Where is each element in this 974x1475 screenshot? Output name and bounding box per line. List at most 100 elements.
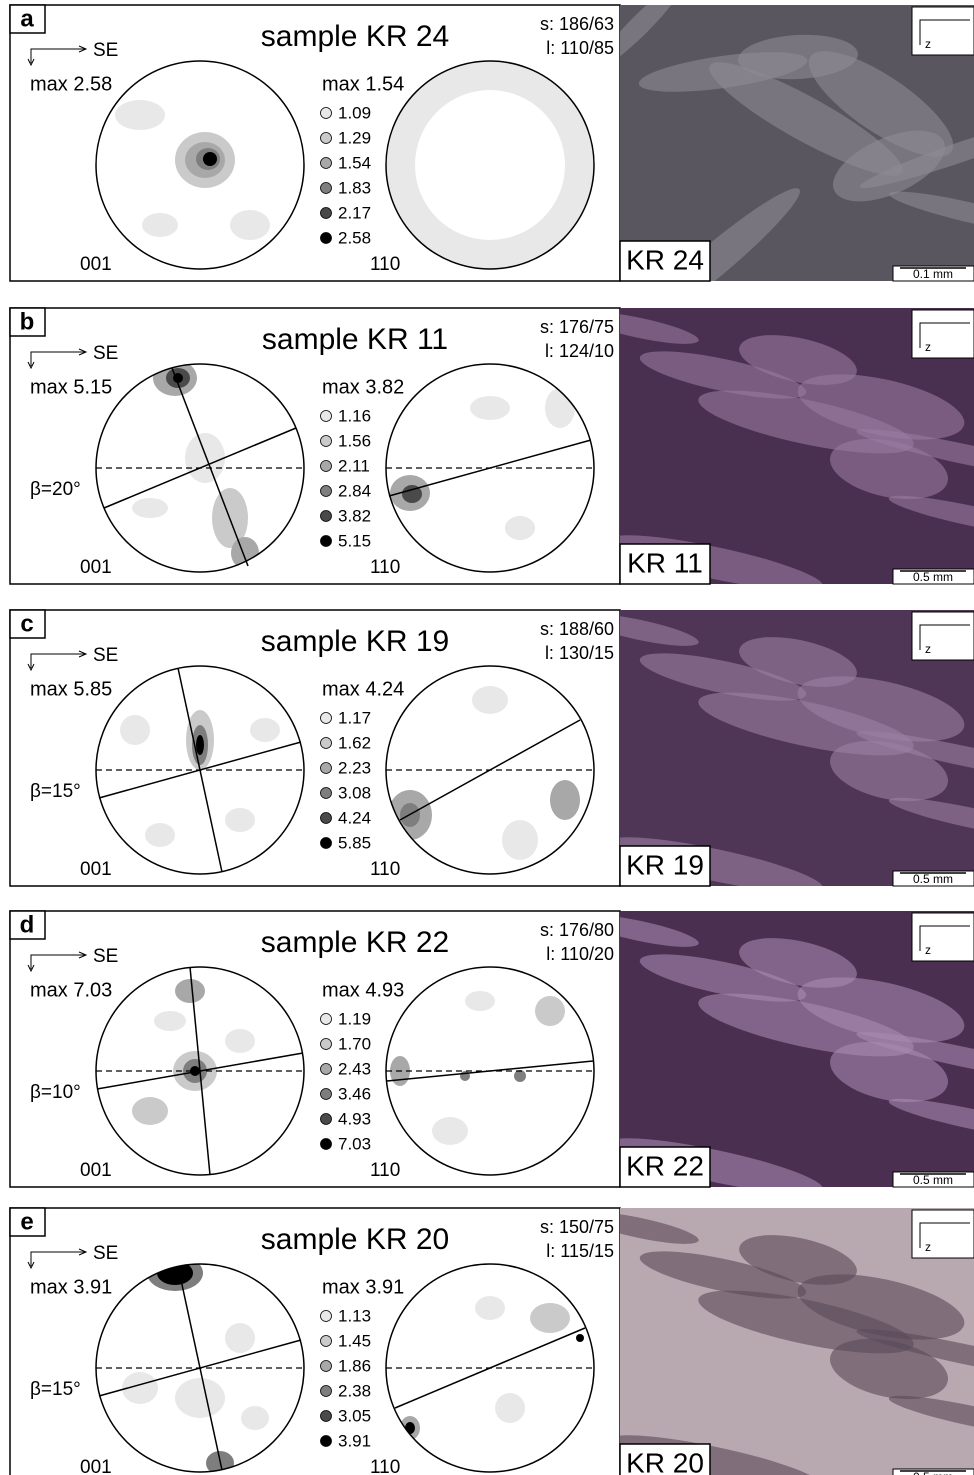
contour: [231, 537, 259, 569]
legend-swatch: [321, 813, 332, 824]
contour: [132, 498, 168, 518]
contour: [470, 396, 510, 420]
legend-value: 3.91: [338, 1431, 371, 1450]
beta-label: β=15°: [30, 781, 81, 802]
projection-line: [172, 368, 248, 566]
axis-label: z: [925, 642, 931, 656]
direction-arrow: [28, 349, 86, 368]
beta-label: β=20°: [30, 479, 81, 500]
contour: [576, 1334, 584, 1342]
lineation: l: 110/20: [546, 944, 614, 964]
max-right: max 3.91: [322, 1276, 404, 1298]
legend-swatch: [321, 108, 332, 119]
legend-value: 1.56: [338, 431, 371, 450]
contour: [495, 1393, 525, 1423]
panel-letter: e: [20, 1208, 33, 1235]
max-right: max 4.93: [322, 979, 404, 1001]
sample-label: KR 20: [626, 1447, 704, 1475]
legend-swatch: [321, 1114, 332, 1125]
contour: [502, 820, 538, 860]
panel-title: sample KR 20: [261, 1223, 449, 1256]
direction-label: SE: [93, 1243, 118, 1264]
legend-swatch: [321, 788, 332, 799]
panel-title: sample KR 11: [262, 323, 448, 356]
panel-title: sample KR 24: [261, 20, 449, 53]
legend-value: 2.84: [338, 481, 371, 500]
direction-label: SE: [93, 645, 118, 666]
label-001: 001: [80, 557, 112, 578]
contour: [535, 996, 565, 1026]
legend-value: 1.83: [338, 178, 371, 197]
label-110: 110: [370, 1457, 400, 1475]
sample-label: KR 11: [627, 547, 703, 578]
legend-value: 1.17: [338, 708, 371, 727]
pole-figure: [390, 991, 565, 1145]
contour: [203, 152, 217, 166]
max-left: max 5.85: [30, 678, 112, 700]
pole-figure: [386, 61, 594, 269]
panel-letter: b: [20, 308, 35, 335]
max-left: max 5.15: [30, 376, 112, 398]
beta-label: β=15°: [30, 1379, 81, 1400]
pole-figure: [132, 360, 259, 569]
max-right: max 3.82: [322, 376, 404, 398]
legend-value: 1.86: [338, 1356, 371, 1375]
contour: [465, 991, 495, 1011]
legend-swatch: [321, 158, 332, 169]
direction-label: SE: [93, 343, 118, 364]
legend-value: 1.09: [338, 103, 371, 122]
sample-label: KR 19: [626, 849, 704, 880]
legend-value: 5.15: [338, 531, 371, 550]
legend-swatch: [321, 536, 332, 547]
panel-letter: a: [20, 5, 34, 32]
axis-box: [912, 310, 974, 358]
max-right: max 4.24: [322, 678, 404, 700]
legend-value: 1.19: [338, 1009, 371, 1028]
legend-swatch: [321, 461, 332, 472]
legend-swatch: [321, 1411, 332, 1422]
legend-value: 2.58: [338, 228, 371, 247]
panel-letter: d: [20, 911, 35, 938]
label-110: 110: [370, 557, 400, 578]
legend-swatch: [321, 183, 332, 194]
axis-box: [912, 7, 974, 55]
contour: [475, 1296, 505, 1320]
legend-swatch: [321, 1336, 332, 1347]
figure: asample KR 24s: 186/63l: 110/85SEmax 2.5…: [0, 0, 974, 1475]
legend-value: 3.08: [338, 783, 371, 802]
contour: [120, 715, 150, 745]
legend-swatch: [321, 1361, 332, 1372]
max-left: max 7.03: [30, 979, 112, 1001]
legend-value: 2.11: [338, 456, 370, 475]
legend-swatch: [321, 1064, 332, 1075]
lineation: l: 124/10: [545, 341, 614, 361]
contour: [175, 1378, 225, 1418]
direction-arrow: [28, 1249, 86, 1268]
legend-swatch: [321, 511, 332, 522]
strike: s: 150/75: [540, 1217, 614, 1237]
axis-label: z: [925, 943, 931, 957]
legend-value: 2.17: [338, 203, 371, 222]
contour: [472, 686, 508, 714]
contour: [145, 823, 175, 847]
contour: [230, 210, 270, 240]
legend-swatch: [321, 1386, 332, 1397]
contour: [250, 718, 280, 742]
scale-label: 0.1 mm: [913, 267, 953, 281]
pole-figure: [390, 388, 575, 540]
legend-value: 2.43: [338, 1059, 371, 1078]
legend-value: 2.38: [338, 1381, 371, 1400]
legend-swatch: [321, 763, 332, 774]
strike: s: 176/75: [540, 317, 614, 337]
label-001: 001: [80, 1160, 112, 1181]
legend-value: 3.05: [338, 1406, 371, 1425]
label-001: 001: [80, 254, 112, 275]
axis-box: [912, 913, 974, 961]
label-001: 001: [80, 1457, 112, 1475]
contour: [154, 1011, 186, 1031]
legend-swatch: [321, 838, 332, 849]
pole-figure: [115, 100, 270, 240]
panel-title: sample KR 19: [261, 625, 449, 658]
contour: [550, 780, 580, 820]
legend-value: 1.54: [338, 153, 371, 172]
